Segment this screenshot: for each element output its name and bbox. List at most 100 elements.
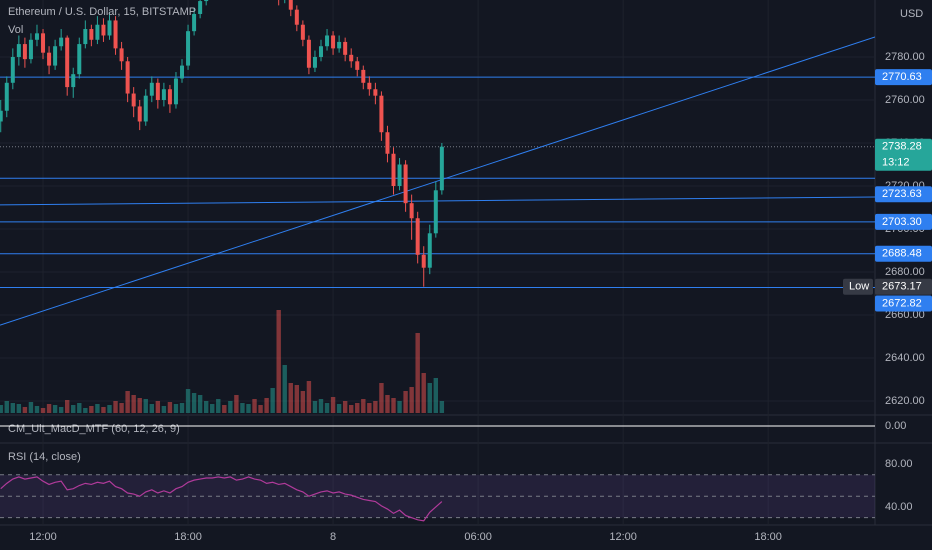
price-line-tag-text: 2688.48 (882, 248, 922, 260)
candle-body (409, 203, 414, 219)
price-line-tag-text: 2672.82 (882, 297, 922, 309)
volume-bar (385, 395, 390, 413)
volume-bar (137, 398, 142, 413)
candle-body (397, 164, 402, 186)
volume-bar (83, 408, 88, 413)
price-line-tag (875, 186, 932, 203)
candle-body (89, 29, 94, 40)
volume-bar (71, 405, 76, 413)
volume-bar (89, 406, 94, 413)
volume-bar (421, 373, 426, 413)
candle-body (161, 89, 166, 100)
volume-bar (306, 381, 312, 413)
volume-bar (4, 401, 9, 413)
volume-bar (228, 401, 233, 413)
volume-bar (433, 378, 439, 413)
candle-body (355, 61, 360, 70)
candle-body (198, 1, 203, 14)
volume-bar (101, 407, 106, 413)
volume-bar (149, 404, 154, 413)
time-tick-label: 18:00 (174, 531, 202, 543)
candle-body (180, 65, 185, 79)
low-tag (843, 278, 873, 295)
volume-bar (288, 383, 293, 413)
volume-label: Vol (8, 24, 23, 36)
candle-body (22, 44, 27, 60)
low-price-tag (875, 278, 932, 295)
candle-body (155, 82, 160, 100)
volume-bar (397, 401, 402, 413)
volume-bar (240, 403, 245, 413)
candle-body (192, 13, 197, 32)
candle-body (415, 218, 420, 255)
volume-bar (40, 408, 46, 413)
volume-bar (155, 401, 161, 413)
price-line-tag-text: 2723.63 (882, 188, 922, 200)
volume-bar (258, 405, 263, 413)
last-price-tag-text: 2738.28 (882, 141, 922, 153)
volume-bar (312, 401, 318, 413)
volume-bar (161, 406, 167, 413)
candle-body (318, 46, 323, 57)
price-line-tag (875, 295, 932, 312)
price-line-tag-text: 2703.30 (882, 216, 922, 228)
time-tick-label: 8 (330, 531, 336, 543)
candle-body (4, 82, 9, 111)
low-price-tag-text: 2673.17 (882, 281, 922, 293)
candle-body (16, 44, 21, 57)
volume-bar (64, 400, 70, 413)
price-line-tag (875, 69, 932, 86)
candle-body (53, 46, 58, 66)
macd-tick-label: 0.00 (885, 420, 906, 432)
volume-bar (216, 399, 221, 413)
candle-body (101, 24, 106, 36)
candle-body (403, 164, 408, 204)
candle-body (325, 35, 330, 47)
volume-bar (349, 405, 354, 413)
volume-bar (246, 404, 251, 413)
candle-body (361, 69, 366, 83)
candle-body (0, 110, 3, 122)
candle-body (391, 153, 396, 186)
rsi-title: RSI (14, close) (8, 451, 81, 463)
volume-bar (409, 387, 414, 413)
volume-bar (143, 399, 148, 413)
candle-body (331, 35, 336, 49)
volume-bar (210, 404, 215, 413)
last-price-tag (875, 138, 932, 171)
candle-body (186, 31, 191, 66)
candle-body (95, 24, 100, 40)
price-line-tag (875, 213, 932, 230)
candle-body (149, 82, 154, 96)
volume-bar (34, 406, 40, 413)
volume-bar (427, 383, 432, 413)
volume-bar (294, 385, 300, 413)
candle-body (10, 56, 15, 83)
volume-bar (300, 391, 306, 413)
volume-bar (77, 403, 82, 413)
volume-bar (203, 401, 209, 413)
candle-body (107, 20, 112, 36)
price-tick-label: 2660.00 (885, 309, 925, 321)
countdown: 13:12 (882, 157, 910, 169)
candle-body (349, 54, 354, 62)
volume-bar (52, 405, 58, 413)
volume-bar (113, 401, 118, 413)
volume-bar (318, 399, 324, 413)
volume-bar (222, 405, 227, 413)
volume-bar (355, 403, 360, 413)
price-line-tag-text: 2770.63 (882, 71, 922, 83)
volume-bar (22, 407, 28, 413)
candle-body (294, 9, 299, 25)
candle-body (28, 39, 33, 60)
candle-body (306, 39, 311, 68)
trend-line (0, 36, 875, 326)
candle-body (439, 146, 444, 191)
time-tick-label: 12:00 (29, 531, 57, 543)
candle-body (113, 20, 118, 49)
volume-bar (173, 404, 179, 413)
candle-body (379, 95, 384, 133)
volume-bar (391, 398, 396, 413)
candle-body (83, 29, 88, 45)
